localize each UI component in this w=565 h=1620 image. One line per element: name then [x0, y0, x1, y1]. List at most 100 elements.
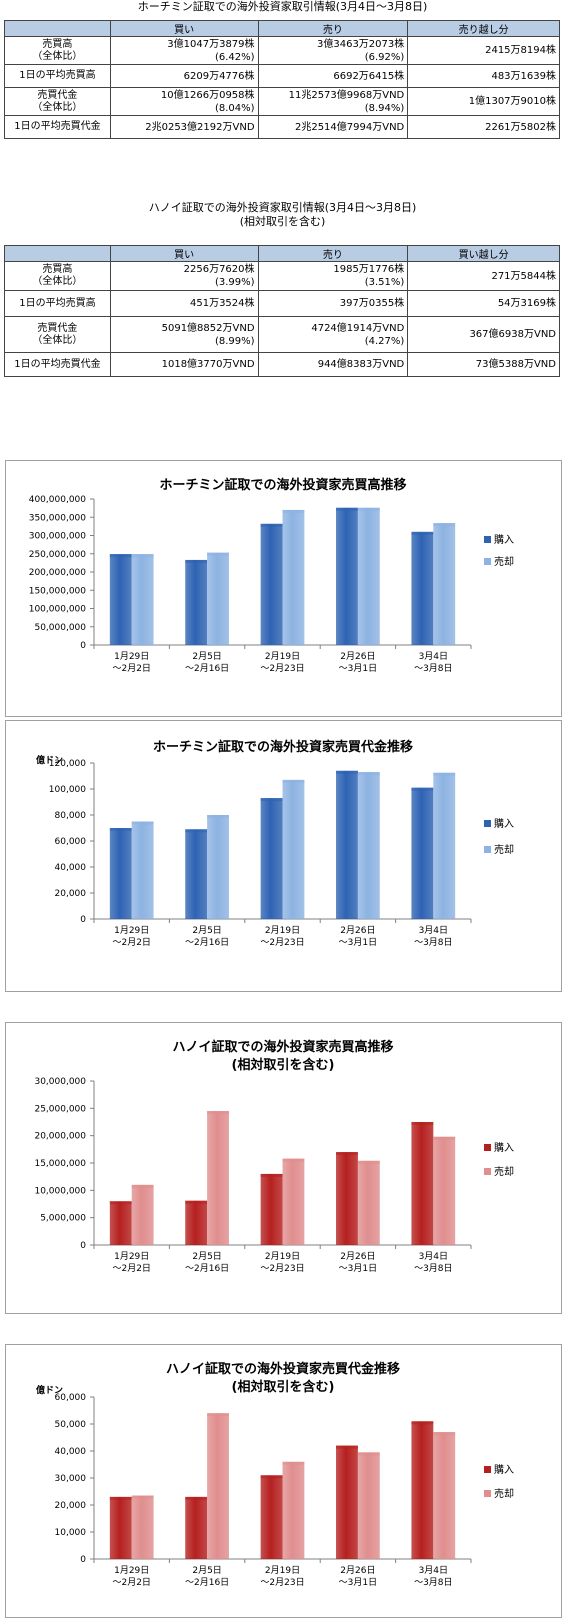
- table-header-buy: 買い: [109, 245, 259, 262]
- bar-buy: [185, 1200, 208, 1245]
- bar-sell: [131, 554, 154, 645]
- row-label: 売買代金: [37, 89, 78, 101]
- bar-sell: [207, 552, 229, 645]
- bar-top-cap: [357, 772, 380, 776]
- y-tick-label: 250,000,000: [29, 550, 87, 560]
- y-tick-label: 20,000: [55, 889, 87, 899]
- chart-title: ハノイ証取での海外投資家売買代金推移: [166, 1361, 400, 1377]
- bar-sell: [357, 507, 380, 645]
- table-header-net: 買い越し分: [407, 245, 560, 262]
- legend-label: 購入: [494, 1141, 514, 1154]
- bar-top-cap: [433, 772, 456, 776]
- cell-value: 54万3169株: [407, 290, 560, 317]
- bar-buy: [109, 1496, 132, 1559]
- x-category-label: ～3月1日: [339, 663, 377, 674]
- bar-top-cap: [433, 523, 456, 527]
- hcm-value-chart: ホーチミン証取での海外投資家売買代金推移 億ドン 0 20,000 40,000 60,0…: [5, 720, 562, 992]
- bar-buy: [260, 1173, 283, 1245]
- bar-sell: [433, 1136, 456, 1245]
- x-category-label: 2月5日: [192, 651, 221, 662]
- bar-top-cap: [109, 1201, 132, 1205]
- x-category-label: 2月26日: [340, 1565, 375, 1576]
- cell-ratio: (3.51%): [364, 277, 405, 288]
- bar-sell: [433, 772, 456, 919]
- row-label: 売買高: [42, 264, 73, 275]
- chart-title: ホーチミン証取での海外投資家売買代金推移: [153, 739, 413, 755]
- x-category-label: 2月19日: [265, 925, 300, 936]
- bar-buy: [109, 1201, 132, 1245]
- bar-buy: [260, 798, 283, 919]
- y-tick-label: 120,000: [49, 759, 86, 769]
- hanoi-volume-chart: ハノイ証取での海外投資家売買高推移 (相対取引を含む) 0 5,000,000 10,0…: [5, 1022, 562, 1314]
- bar-top-cap: [336, 1445, 358, 1449]
- x-category-label: ～2月23日: [260, 1263, 304, 1274]
- y-tick-label: 60,000: [55, 1393, 87, 1403]
- cell-value: 483万1639株: [407, 64, 560, 88]
- y-tick-label: 300,000,000: [29, 532, 87, 542]
- y-tick-label: 25,000,000: [34, 1104, 86, 1114]
- legend-swatch: [484, 846, 491, 853]
- bar-sell: [357, 1160, 380, 1245]
- bar-top-cap: [411, 787, 434, 791]
- legend-label: 売却: [494, 843, 514, 856]
- row-label: 1日の平均売買代金: [4, 115, 111, 139]
- bar-top-cap: [282, 509, 305, 513]
- cell-value: 3億1047万3879株: [167, 38, 255, 50]
- y-tick-label: 20,000,000: [34, 1132, 86, 1142]
- bar-top-cap: [260, 1475, 283, 1479]
- bar-buy: [336, 1445, 358, 1559]
- y-tick-label: 30,000: [55, 1474, 87, 1484]
- x-category-label: 3月4日: [419, 925, 448, 936]
- y-unit-label: 億ドン: [36, 754, 63, 766]
- x-category-label: 2月26日: [340, 1251, 375, 1262]
- bar-buy: [109, 554, 132, 645]
- table-row: 1日の平均売買代金 1018億3770万VND 944億8383万VND 73億…: [4, 352, 560, 377]
- y-tick-label: 0: [80, 1555, 86, 1565]
- x-category-label: ～2月16日: [185, 663, 229, 674]
- hcm-table-title: ホーチミン証取での海外投資家取引情報(3月4日～3月8日): [137, 0, 428, 13]
- x-category-label: 3月4日: [419, 651, 448, 662]
- row-label-sub: （全体比）: [32, 50, 83, 62]
- hcm-volume-chart: ホーチミン証取での海外投資家売買高推移 0 50,000,000 100,000,00…: [5, 460, 562, 717]
- cell-ratio: (4.27%): [364, 335, 405, 347]
- bar-top-cap: [282, 1158, 305, 1162]
- bar-top-cap: [411, 1421, 434, 1425]
- bar-buy: [109, 828, 132, 919]
- x-category-label: ～2月23日: [260, 663, 304, 674]
- bar-top-cap: [282, 1461, 305, 1465]
- bar-top-cap: [207, 552, 229, 556]
- bar-buy: [411, 531, 434, 645]
- x-category-label: ～2月16日: [185, 1263, 229, 1274]
- cell-value: 1億1307万9010株: [407, 87, 560, 116]
- hanoi-value-chart: ハノイ証取での海外投資家売買代金推移 (相対取引を含む) 億ドン 0 10,000 20,…: [5, 1344, 562, 1618]
- y-tick-label: 100,000,000: [29, 605, 87, 615]
- row-label: 1日の平均売買高: [4, 290, 111, 317]
- cell-value: 3億3463万2073株: [317, 38, 405, 50]
- cell-value: 271万5844株: [407, 261, 560, 291]
- bar-top-cap: [185, 1496, 208, 1500]
- hcm-info-table: 買い 売り 売り越し分 売買高 （全体比） 3億1047万3879株 (6.42%)…: [4, 20, 560, 139]
- legend-label: 購入: [494, 817, 514, 830]
- chart-subtitle: (相対取引を含む): [232, 1057, 335, 1073]
- cell-value: 2兆0253億2192万VND: [109, 115, 259, 139]
- x-category-label: 1月29日: [114, 1565, 149, 1576]
- hanoi-table-subtitle: (相対取引を含む): [239, 215, 326, 228]
- x-category-label: 1月29日: [114, 651, 149, 662]
- cell-value: 2261万5802株: [407, 115, 560, 139]
- hanoi-info-table: 買い 売り 買い越し分 売買高 （全体比） 2256万7620株 (3.99%) 1…: [4, 245, 560, 377]
- bar-top-cap: [131, 554, 154, 558]
- cell-value: 1018億3770万VND: [109, 352, 259, 377]
- cell-value: 10億1266万0958株: [160, 89, 255, 101]
- y-unit-label: 億ドン: [36, 1384, 63, 1396]
- y-tick-label: 60,000: [55, 837, 87, 847]
- cell-value: 11兆2573億9968万VND: [288, 89, 405, 101]
- x-category-label: 2月5日: [192, 1565, 221, 1576]
- x-category-label: 2月5日: [192, 925, 221, 936]
- table-row: 1日の平均売買高 6209万4776株 6692万6415株 483万1639株: [4, 64, 560, 88]
- bar-buy: [185, 559, 208, 645]
- y-tick-label: 5,000,000: [40, 1214, 86, 1224]
- x-category-label: ～3月1日: [339, 937, 377, 948]
- table-row: 売買高 （全体比） 3億1047万3879株 (6.42%) 3億3463万2073…: [4, 36, 560, 65]
- legend-swatch: [484, 820, 491, 827]
- bar-top-cap: [185, 829, 208, 833]
